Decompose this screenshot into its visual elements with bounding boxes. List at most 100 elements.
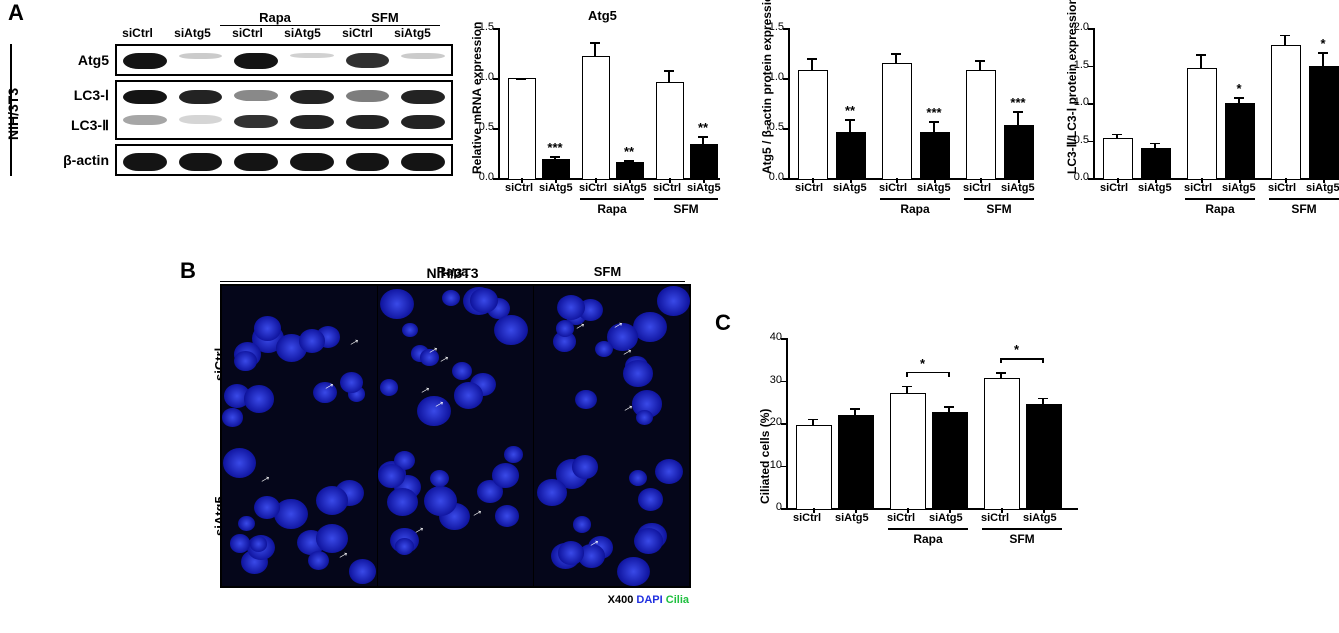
bar <box>542 159 570 180</box>
bar <box>882 63 912 180</box>
micrograph: →→ <box>222 436 378 586</box>
bar <box>508 78 536 180</box>
significance: *** <box>538 140 572 155</box>
x-tick: siCtrl <box>793 512 821 524</box>
y-tick: 0.5 <box>466 121 494 133</box>
dapi-label: DAPI <box>636 594 662 606</box>
y-tick: 30 <box>754 374 782 386</box>
significance: * <box>1221 81 1257 96</box>
x-tick: siAtg5 <box>613 182 647 194</box>
bar <box>1141 148 1171 180</box>
mag-label: X400 <box>608 594 634 606</box>
x-tick: siAtg5 <box>917 182 951 194</box>
sample-label: siAtg5 <box>385 26 440 40</box>
x-tick: siCtrl <box>879 182 907 194</box>
band-cell <box>397 149 449 171</box>
x-tick: siCtrl <box>579 182 607 194</box>
x-tick: siCtrl <box>1100 182 1128 194</box>
micro-row: →→→→→ <box>222 436 689 586</box>
treat-sfm: SFM <box>330 10 440 26</box>
cilia-label: Cilia <box>666 594 689 606</box>
y-tick: 0 <box>754 501 782 513</box>
micro-col-sfm: SFM <box>530 264 685 279</box>
significance: ** <box>686 120 720 135</box>
row-label-lc3i: LC3-Ⅰ <box>14 84 109 106</box>
y-tick: 1.5 <box>1061 59 1089 71</box>
bar <box>690 144 718 180</box>
y-tick: 1.5 <box>466 21 494 33</box>
panel-c-label: C <box>715 310 731 336</box>
x-tick: siCtrl <box>963 182 991 194</box>
sample-label: siAtg5 <box>275 26 330 40</box>
x-tick: siAtg5 <box>1222 182 1256 194</box>
band-cell <box>397 85 449 135</box>
band-cell <box>175 85 227 135</box>
significance: *** <box>916 105 952 120</box>
significance: ** <box>612 144 646 159</box>
x-tick: siCtrl <box>1184 182 1212 194</box>
y-tick: 0.5 <box>1061 134 1089 146</box>
panel-b-micrographs: NIH/3T3 Rapa SFM siCtrl siAtg5 →→→→→→→→→… <box>175 265 691 588</box>
x-tick: siCtrl <box>653 182 681 194</box>
significance: * <box>1305 36 1339 51</box>
y-axis-label: Relative mRNA expression <box>470 22 484 174</box>
x-tick: siAtg5 <box>1306 182 1339 194</box>
x-tick: siAtg5 <box>1023 512 1057 524</box>
x-group: Rapa <box>580 202 644 216</box>
bar <box>1187 68 1217 180</box>
x-tick: siCtrl <box>887 512 915 524</box>
y-tick: 1.0 <box>756 71 784 83</box>
band-cell <box>230 85 282 135</box>
bar <box>1103 138 1133 180</box>
x-tick: siAtg5 <box>687 182 721 194</box>
band-cell <box>230 49 282 71</box>
band-cell <box>286 85 338 135</box>
blot-row-lc3: LC3-Ⅰ LC3-Ⅱ <box>14 80 453 140</box>
sample-label: siCtrl <box>330 26 385 40</box>
x-group: Rapa <box>1185 202 1255 216</box>
band-cell <box>175 149 227 171</box>
blot-sample-labels: siCtrlsiAtg5siCtrlsiAtg5siCtrlsiAtg5 <box>110 26 445 40</box>
sample-label: siAtg5 <box>165 26 220 40</box>
band-cell <box>119 49 171 71</box>
band-cell <box>342 49 394 71</box>
micrograph: → <box>534 436 689 586</box>
x-group: Rapa <box>880 202 950 216</box>
x-group: SFM <box>982 532 1062 546</box>
x-tick: siAtg5 <box>1001 182 1035 194</box>
y-tick: 0.0 <box>466 171 494 183</box>
band-cell <box>342 149 394 171</box>
sample-label: siCtrl <box>220 26 275 40</box>
arrow-icon: → <box>254 467 274 488</box>
x-tick: siCtrl <box>795 182 823 194</box>
significance: * <box>1014 342 1019 357</box>
band-cell <box>175 49 227 71</box>
x-tick: siCtrl <box>1268 182 1296 194</box>
micro-row: →→→→→→→→→→ <box>222 286 689 436</box>
y-tick: 1.0 <box>1061 96 1089 108</box>
bar <box>932 412 968 510</box>
sample-label: siCtrl <box>110 26 165 40</box>
micro-col-rapa: Rapa <box>375 264 530 279</box>
x-tick: siCtrl <box>981 512 1009 524</box>
chart-lc3-ratio: LC3-Ⅱ/LC3-Ⅰ protein expression (ratio)0.… <box>1055 12 1330 242</box>
row-label-actin: β-actin <box>14 152 115 168</box>
band-cell <box>342 85 394 135</box>
x-group: SFM <box>1269 202 1339 216</box>
y-tick: 2.0 <box>1061 21 1089 33</box>
bar <box>796 425 832 510</box>
y-tick: 1.5 <box>756 21 784 33</box>
y-tick: 20 <box>754 416 782 428</box>
y-tick: 0.5 <box>756 121 784 133</box>
cell-line-label: NIH/3T3 <box>5 88 21 140</box>
y-tick: 40 <box>754 331 782 343</box>
band-cell <box>119 149 171 171</box>
bar <box>582 56 610 180</box>
micrograph: →→ <box>378 436 534 586</box>
bar <box>966 70 996 180</box>
x-tick: siAtg5 <box>539 182 573 194</box>
x-tick: siAtg5 <box>835 512 869 524</box>
micro-grid: siCtrl siAtg5 →→→→→→→→→→→→→→→ <box>220 284 691 588</box>
bar <box>1026 404 1062 510</box>
treat-rapa: Rapa <box>220 10 330 26</box>
